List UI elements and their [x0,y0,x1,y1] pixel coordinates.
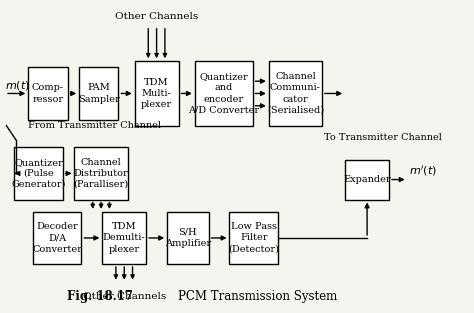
Text: Expander: Expander [343,175,391,184]
Text: To Transmitter Channel: To Transmitter Channel [324,133,442,142]
FancyBboxPatch shape [74,147,128,200]
Text: Comp-
ressor: Comp- ressor [32,84,64,104]
FancyBboxPatch shape [79,67,118,120]
Text: S/H
Amplifier: S/H Amplifier [165,228,211,248]
Text: Other Channels: Other Channels [115,12,198,21]
Text: Low Pass
Filter
(Detector): Low Pass Filter (Detector) [228,222,279,254]
FancyBboxPatch shape [33,212,82,264]
Text: $m(t)$: $m(t)$ [5,79,30,92]
Text: Channel
Distributor
(Paralliser): Channel Distributor (Paralliser) [73,158,128,189]
Text: Quantizer
and
encoder
A/D Converter: Quantizer and encoder A/D Converter [188,72,259,115]
Text: TDM
Demulti-
plexer: TDM Demulti- plexer [103,222,146,254]
FancyBboxPatch shape [195,61,253,126]
FancyBboxPatch shape [14,147,63,200]
FancyBboxPatch shape [28,67,67,120]
FancyBboxPatch shape [269,61,322,126]
Text: Fig. 18.17: Fig. 18.17 [67,290,133,303]
FancyBboxPatch shape [345,160,389,200]
FancyBboxPatch shape [135,61,179,126]
Text: Decoder
D/A
Converter: Decoder D/A Converter [32,222,82,254]
Text: Other Channels: Other Channels [82,292,166,301]
Text: Quantizer
(Pulse
Generator): Quantizer (Pulse Generator) [11,158,66,189]
Text: PAM
Sampler: PAM Sampler [78,84,119,104]
Text: TDM
Multi-
plexer: TDM Multi- plexer [141,78,172,109]
Text: PCM Transmission System: PCM Transmission System [178,290,337,303]
FancyBboxPatch shape [229,212,278,264]
FancyBboxPatch shape [167,212,209,264]
FancyBboxPatch shape [102,212,146,264]
Text: Channel
Communi-
cator
(Serialised): Channel Communi- cator (Serialised) [267,72,324,115]
Text: $m'(t)$: $m'(t)$ [409,164,437,178]
Text: From Transmitter Channel: From Transmitter Channel [28,121,161,131]
